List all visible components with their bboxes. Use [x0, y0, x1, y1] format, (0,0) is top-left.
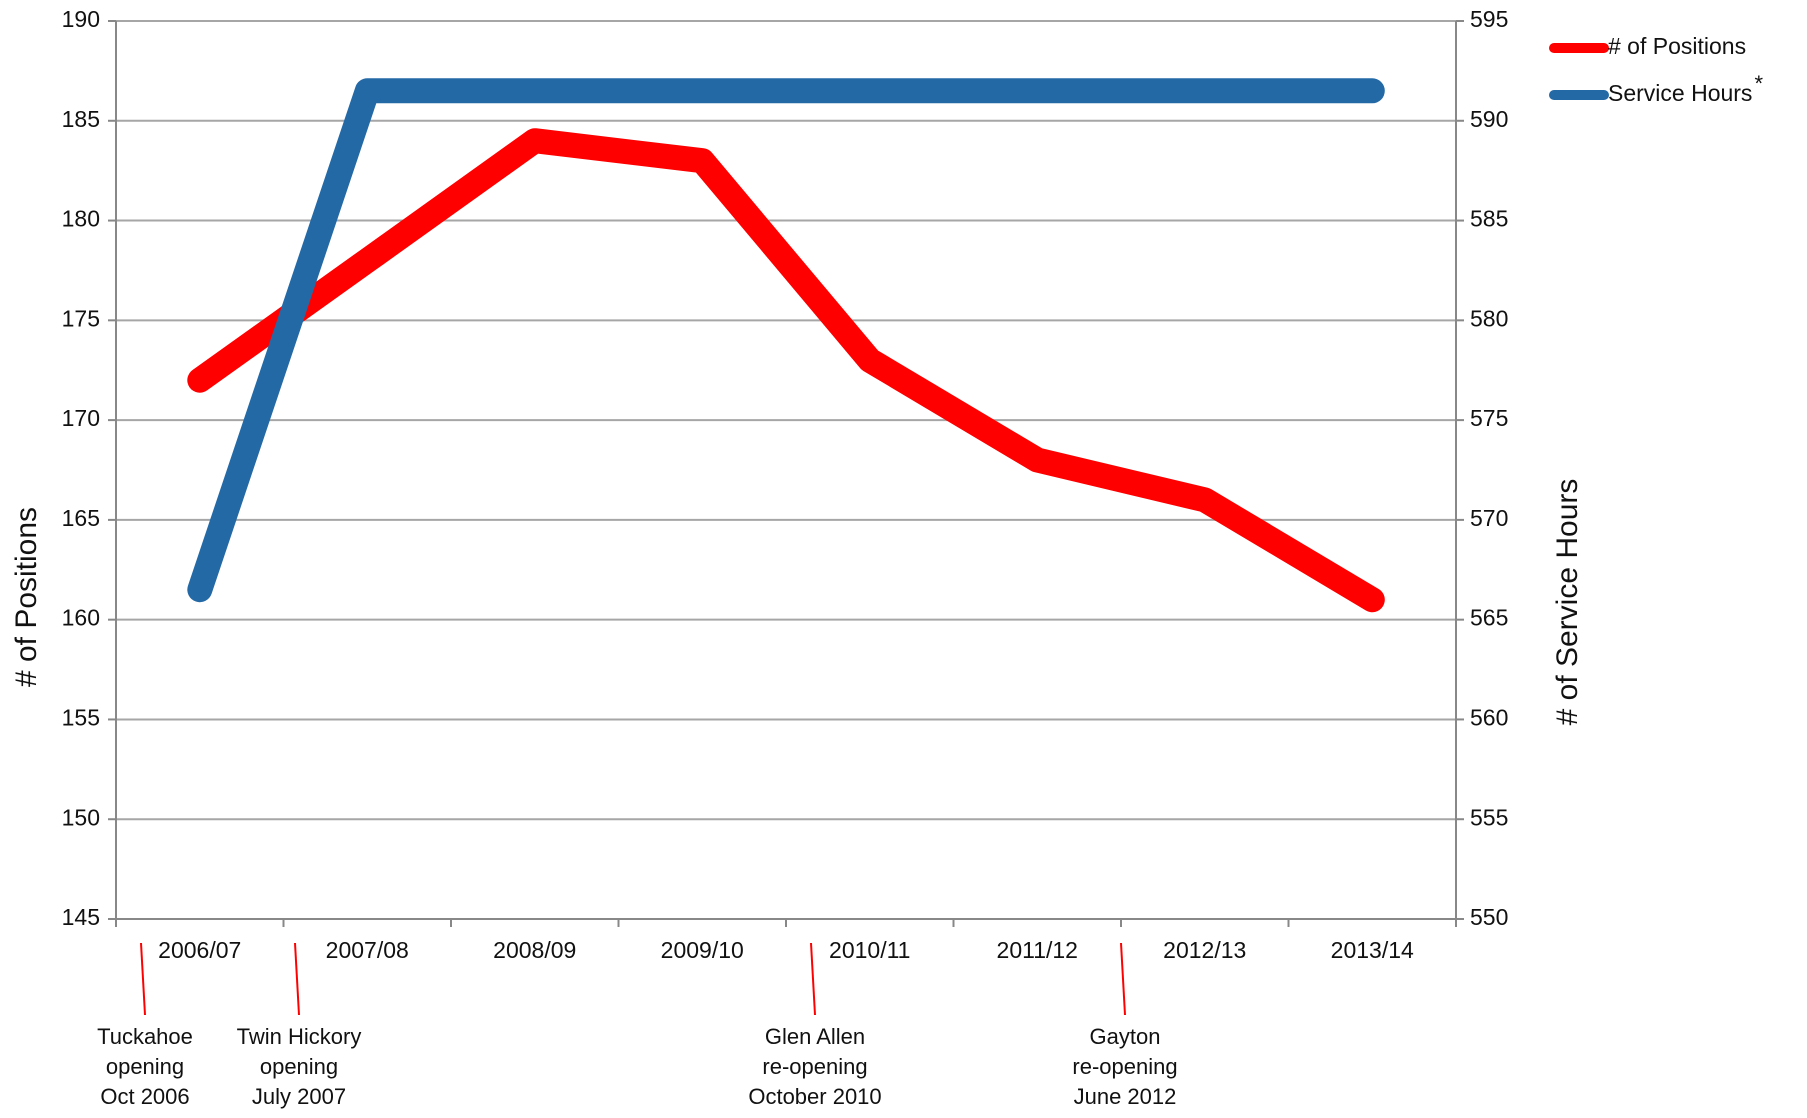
series-line [187, 128, 1385, 613]
y-tick-label: 160 [62, 605, 100, 631]
annotation-text: October 2010 [748, 1084, 881, 1109]
legend-label: # of Positions [1608, 33, 1746, 59]
y2-axis-title: # of Service Hours [1551, 479, 1584, 726]
y2-tick-label: 560 [1470, 705, 1508, 731]
x-tick-label: 2009/10 [661, 937, 744, 963]
legend-label: Service Hours [1608, 80, 1752, 106]
y-tick-label: 180 [62, 206, 100, 232]
series-line [187, 78, 1385, 603]
y2-tick-label: 555 [1470, 804, 1508, 830]
annotation-text: Twin Hickory [237, 1024, 362, 1049]
annotation-leader [810, 942, 816, 1016]
annotation-text: June 2012 [1074, 1084, 1177, 1109]
annotation-text: Gayton [1090, 1024, 1161, 1049]
x-tick-label: 2011/12 [997, 937, 1078, 963]
annotation-text: Tuckahoe [97, 1024, 193, 1049]
annotation-text: opening [106, 1054, 184, 1079]
y2-tick-label: 595 [1470, 6, 1508, 32]
x-tick-label: 2007/08 [326, 937, 409, 963]
y2-tick-label: 550 [1470, 904, 1508, 930]
annotation-text: re-opening [762, 1054, 867, 1079]
annotation-leader [140, 942, 146, 1016]
y2-tick-label: 585 [1470, 206, 1508, 232]
annotation-text: Oct 2006 [100, 1084, 189, 1109]
annotation-text: July 2007 [252, 1084, 346, 1109]
y-tick-label: 190 [62, 6, 100, 32]
annotation-leader [294, 942, 300, 1016]
annotation-text: Glen Allen [765, 1024, 865, 1049]
y2-tick-label: 575 [1470, 405, 1508, 431]
y2-tick-label: 580 [1470, 305, 1508, 331]
x-tick-label: 2006/07 [158, 937, 241, 963]
x-tick-label: 2012/13 [1163, 937, 1246, 963]
y2-tick-label: 570 [1470, 505, 1508, 531]
annotation-text: re-opening [1072, 1054, 1177, 1079]
y-tick-label: 145 [62, 904, 100, 930]
y-tick-label: 185 [62, 106, 100, 132]
x-tick-label: 2010/11 [829, 937, 910, 963]
y-tick-label: 155 [62, 705, 100, 731]
y-tick-label: 170 [62, 405, 100, 431]
legend-note: * [1754, 71, 1763, 96]
annotation-leader [1120, 942, 1126, 1016]
y2-tick-label: 590 [1470, 106, 1508, 132]
y2-tick-label: 565 [1470, 605, 1508, 631]
y-axis-title: # of Positions [10, 507, 43, 687]
y-tick-label: 175 [62, 305, 100, 331]
x-tick-label: 2013/14 [1331, 937, 1414, 963]
annotation-text: opening [260, 1054, 338, 1079]
x-tick-label: 2008/09 [493, 937, 576, 963]
y-tick-label: 165 [62, 505, 100, 531]
y-tick-label: 150 [62, 804, 100, 830]
